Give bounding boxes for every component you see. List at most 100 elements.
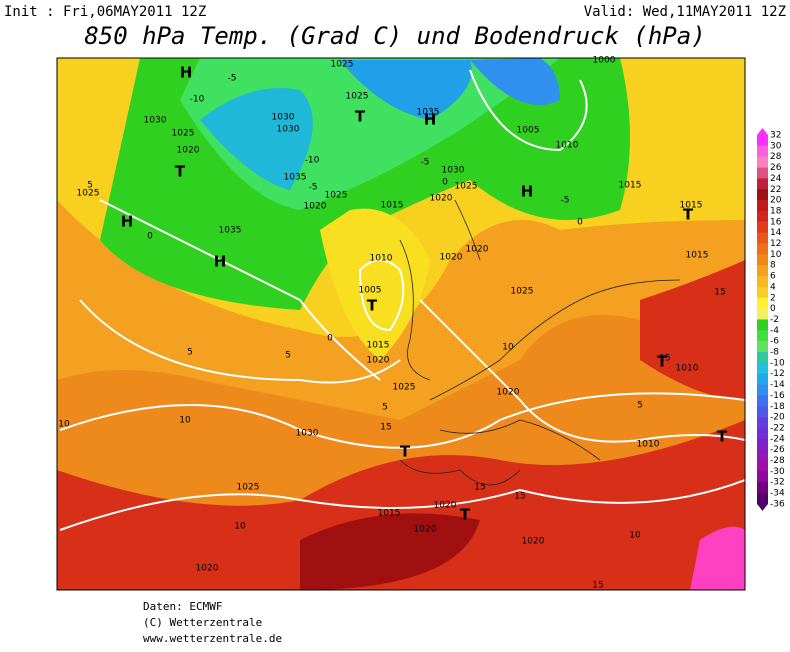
contour-label: 5	[382, 403, 388, 413]
contour-label: 1025	[346, 92, 369, 102]
pressure-center: T	[175, 163, 186, 181]
colorbar-label: 14	[770, 228, 782, 238]
colorbar-label: 20	[770, 196, 782, 206]
contour-label: 1020	[304, 202, 327, 212]
contour-label: 5	[187, 348, 193, 358]
contour-label: 15	[474, 483, 485, 493]
colorbar-swatch	[757, 362, 768, 374]
contour-label: 1025	[77, 189, 100, 199]
contour-label: 15	[592, 581, 603, 591]
contour-label: 15	[714, 288, 725, 298]
colorbar-tip	[757, 128, 768, 135]
contour-label: 1010	[370, 254, 393, 264]
contour-label: 1025	[331, 60, 354, 70]
colorbar-swatch	[757, 265, 768, 277]
contour-label: 1020	[177, 146, 200, 156]
colorbar-label: 32	[770, 131, 781, 141]
colorbar-label: 10	[770, 250, 782, 260]
title: 850 hPa Temp. (Grad C) und Bodendruck (h…	[84, 22, 705, 50]
contour-label: 0	[147, 232, 153, 242]
contour-label: 1015	[378, 509, 401, 519]
contour-label: 1030	[144, 116, 167, 126]
contour-label: 1020	[414, 525, 437, 535]
footer-url: www.wetterzentrale.de	[143, 632, 282, 645]
colorbar-swatch	[757, 200, 768, 212]
colorbar-label: -18	[770, 402, 785, 412]
contour-label: 1015	[367, 341, 390, 351]
colorbar-swatch	[757, 297, 768, 309]
colorbar-label: -6	[770, 337, 779, 347]
pressure-center: T	[367, 297, 378, 315]
colorbar-label: -14	[770, 380, 785, 390]
pressure-center: H	[214, 253, 227, 271]
colorbar-swatch	[757, 471, 768, 483]
contour-label: 1025	[511, 287, 534, 297]
map-frame	[56, 57, 746, 591]
contour-label: 1020	[466, 245, 489, 255]
colorbar-label: -2	[770, 315, 779, 325]
contour-label: 1025	[237, 483, 260, 493]
colorbar-swatch	[757, 135, 768, 147]
colorbar-swatch	[757, 189, 768, 201]
colorbar-swatch	[757, 308, 768, 320]
colorbar-swatch	[757, 341, 768, 353]
contour-label: 1025	[172, 129, 195, 139]
contour-label: -5	[561, 196, 570, 206]
contour-label: 5	[285, 351, 291, 361]
map-area	[57, 58, 745, 590]
contour-label: 5	[87, 181, 93, 191]
colorbar-label: 24	[770, 174, 782, 184]
contour-label: 1010	[637, 440, 660, 450]
contour-label: 15	[659, 354, 670, 364]
colorbar-label: 6	[770, 272, 776, 282]
contour-label: 10	[502, 343, 514, 353]
pressure-center: T	[657, 353, 668, 371]
colorbar-swatch	[757, 221, 768, 233]
contour-label: 1025	[325, 191, 348, 201]
pressure-center: T	[355, 108, 366, 126]
colorbar-label: 4	[770, 282, 776, 292]
colorbar-swatch	[757, 286, 768, 299]
colorbar-swatch	[757, 232, 768, 244]
colorbar-swatch	[757, 210, 768, 223]
footer-copyright: (C) Wetterzentrale	[143, 616, 262, 629]
contour-label: -5	[228, 74, 237, 84]
contour-label: 1015	[619, 181, 642, 191]
colorbar-label: 28	[770, 152, 782, 162]
colorbar-swatch	[757, 406, 768, 418]
contour-label: 1025	[393, 383, 416, 393]
contour-label: -10	[305, 156, 320, 166]
colorbar-swatch	[757, 493, 768, 505]
colorbar-label: 30	[770, 141, 782, 151]
init-text: Init : Fri,06MAY2011 12Z	[4, 4, 206, 20]
contour-label: 15	[514, 492, 525, 502]
colorbar-label: -16	[770, 391, 785, 401]
contour-label: 0	[327, 334, 333, 344]
contour-label: 5	[637, 401, 643, 411]
colorbar-swatch	[757, 352, 768, 364]
contour-label: 1015	[680, 201, 703, 211]
colorbar-label: 2	[770, 293, 776, 303]
colorbar-label: -28	[770, 456, 785, 466]
contour-label: 1020	[497, 388, 520, 398]
colorbar-swatch	[757, 156, 768, 168]
footer-source: Daten: ECMWF	[143, 600, 222, 613]
contour-label: 1030	[277, 125, 300, 135]
contour-label: 10	[234, 522, 246, 532]
colorbar-label: -26	[770, 445, 785, 455]
colorbar-swatch	[757, 254, 768, 266]
colorbar-label: -12	[770, 369, 785, 379]
colorbar-swatch	[757, 384, 768, 396]
colorbar-swatch	[757, 460, 768, 472]
colorbar-label: -24	[770, 434, 785, 444]
contour-label: 0	[442, 178, 448, 188]
colorbar-label: -8	[770, 348, 779, 358]
colorbar-swatch	[757, 243, 768, 255]
contour-label: 1020	[440, 253, 463, 263]
contour-label: 1005	[359, 286, 382, 296]
colorbar-label: -36	[770, 499, 785, 509]
colorbar-label: 8	[770, 261, 776, 271]
colorbar: 32302826242220181614121086420-2-4-6-8-10…	[757, 128, 785, 511]
contour-label: 1035	[219, 226, 242, 236]
colorbar-label: 22	[770, 185, 781, 195]
